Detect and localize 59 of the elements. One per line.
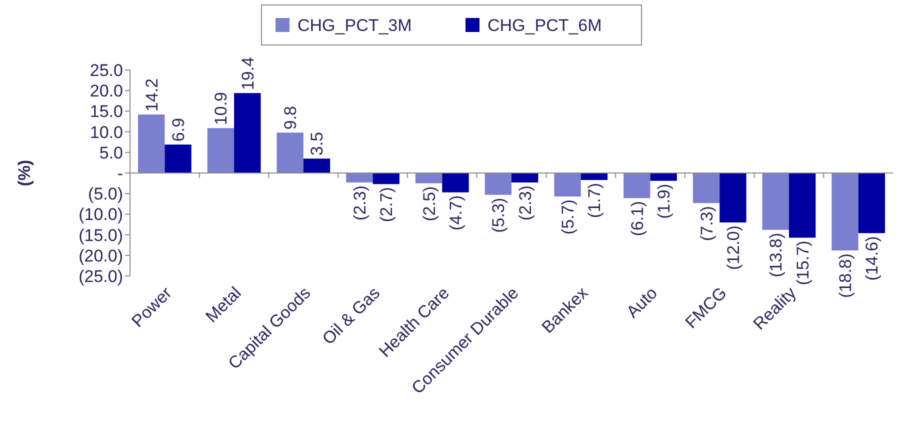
bar	[138, 114, 165, 173]
data-label: (1.9)	[654, 184, 674, 219]
data-label: (4.7)	[446, 195, 466, 230]
data-label: (18.8)	[836, 253, 855, 298]
bar	[554, 173, 581, 196]
y-axis-title: (%)	[15, 160, 34, 186]
bar	[692, 173, 720, 204]
data-label: (2.7)	[377, 187, 396, 222]
bar	[788, 173, 816, 238]
y-tick-label: (15.0)	[78, 226, 123, 245]
y-tick-label: (5.0)	[88, 184, 123, 204]
data-label: 6.9	[169, 118, 188, 142]
data-label: (6.1)	[628, 201, 647, 236]
data-label: 9.8	[281, 106, 300, 130]
bar	[346, 173, 373, 182]
bar	[442, 173, 469, 192]
data-label: (5.3)	[489, 198, 508, 233]
data-label: 10.9	[212, 92, 231, 126]
data-label: (2.5)	[420, 186, 439, 222]
y-tick-label: (25.0)	[78, 266, 123, 286]
x-tick-label: Oil & Gas	[318, 283, 384, 348]
y-tick-label: 15.0	[90, 102, 123, 122]
legend-label: CHG_PCT_3M	[298, 16, 412, 35]
bar	[234, 93, 261, 173]
y-tick-label: 5.0	[99, 143, 123, 162]
bar	[164, 144, 192, 173]
data-label: (13.8)	[766, 232, 786, 278]
bar	[580, 173, 608, 180]
data-label: (7.3)	[697, 206, 716, 242]
data-label: (12.0)	[724, 225, 743, 270]
y-tick-label: (20.0)	[78, 246, 123, 266]
y-tick-label: 25.0	[90, 60, 123, 80]
bar	[762, 173, 789, 230]
data-label: (14.6)	[862, 236, 882, 281]
bar	[624, 173, 650, 198]
data-label: (1.7)	[585, 183, 604, 218]
data-label: (15.7)	[793, 240, 812, 286]
bar	[372, 173, 400, 184]
legend-label: CHG_PCT_6M	[488, 16, 602, 35]
bar	[650, 173, 677, 181]
bar	[720, 173, 746, 222]
y-tick-label: 20.0	[90, 82, 123, 101]
bar	[415, 173, 442, 184]
data-label: (5.7)	[558, 199, 578, 234]
bar	[484, 173, 512, 195]
bar	[303, 158, 330, 173]
bar	[832, 173, 858, 250]
data-label: 3.5	[308, 132, 327, 156]
y-tick-label: (10.0)	[78, 205, 123, 224]
y-tick-label: 10.0	[90, 122, 123, 142]
y-tick-label: -	[117, 164, 123, 183]
bar	[207, 128, 234, 173]
bar	[276, 132, 304, 173]
bar	[858, 173, 885, 234]
data-label: 14.2	[142, 78, 162, 112]
bar	[512, 173, 538, 182]
data-label: (2.3)	[350, 185, 370, 220]
data-label: 19.4	[238, 56, 258, 90]
data-label: (2.3)	[516, 185, 535, 220]
